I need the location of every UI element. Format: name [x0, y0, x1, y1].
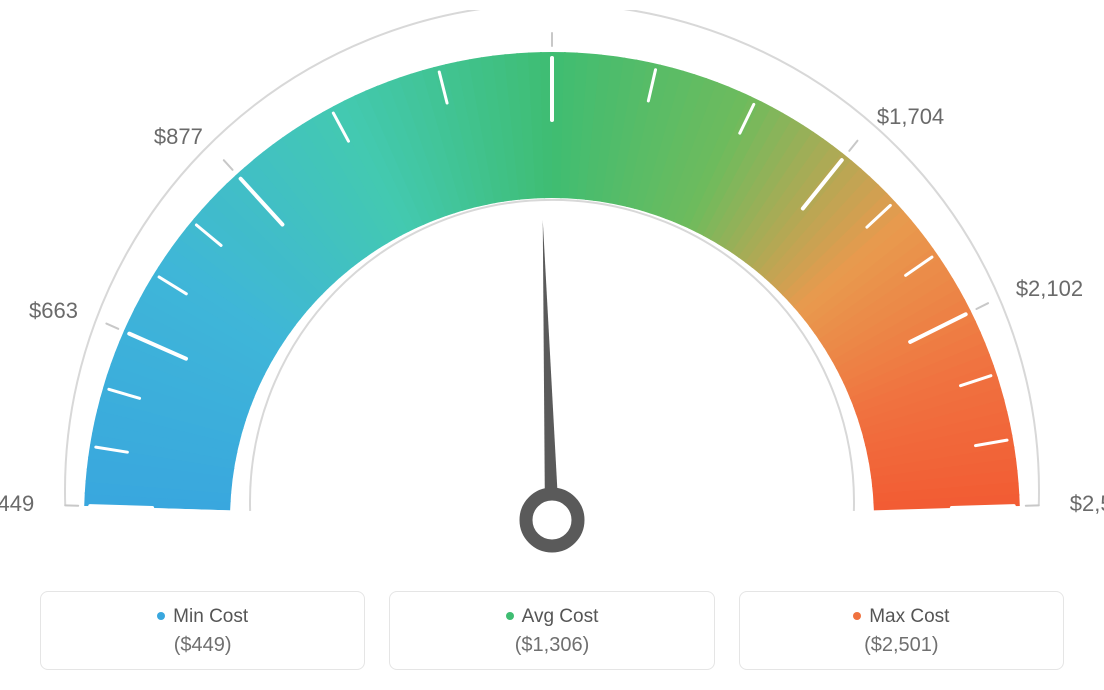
- min-cost-value: ($449): [51, 634, 354, 657]
- min-dot-icon: [157, 612, 165, 620]
- avg-cost-value: ($1,306): [400, 634, 703, 657]
- avg-dot-icon: [506, 612, 514, 620]
- gauge-tick-label: $1,704: [877, 104, 944, 130]
- gauge-svg: [0, 10, 1104, 590]
- gauge-tick-label: $2,102: [1016, 276, 1083, 302]
- min-cost-label: Min Cost: [173, 606, 248, 627]
- summary-cards: Min Cost ($449) Avg Cost ($1,306) Max Co…: [40, 591, 1064, 670]
- cost-gauge: $449$663$877$1,306$1,704$2,102$2,501: [0, 10, 1104, 590]
- min-cost-card: Min Cost ($449): [40, 591, 365, 670]
- max-cost-card: Max Cost ($2,501): [739, 591, 1064, 670]
- avg-cost-title: Avg Cost: [400, 606, 703, 628]
- gauge-tick-label: $1,306: [519, 0, 586, 2]
- min-cost-title: Min Cost: [51, 606, 354, 628]
- avg-cost-label: Avg Cost: [522, 606, 599, 627]
- max-dot-icon: [853, 612, 861, 620]
- gauge-tick-label: $449: [0, 491, 34, 517]
- gauge-tick-label: $663: [29, 298, 78, 324]
- max-cost-value: ($2,501): [750, 634, 1053, 657]
- gauge-tick-label: $877: [154, 124, 203, 150]
- max-cost-title: Max Cost: [750, 606, 1053, 628]
- max-cost-label: Max Cost: [869, 606, 949, 627]
- avg-cost-card: Avg Cost ($1,306): [389, 591, 714, 670]
- gauge-tick-label: $2,501: [1070, 491, 1104, 517]
